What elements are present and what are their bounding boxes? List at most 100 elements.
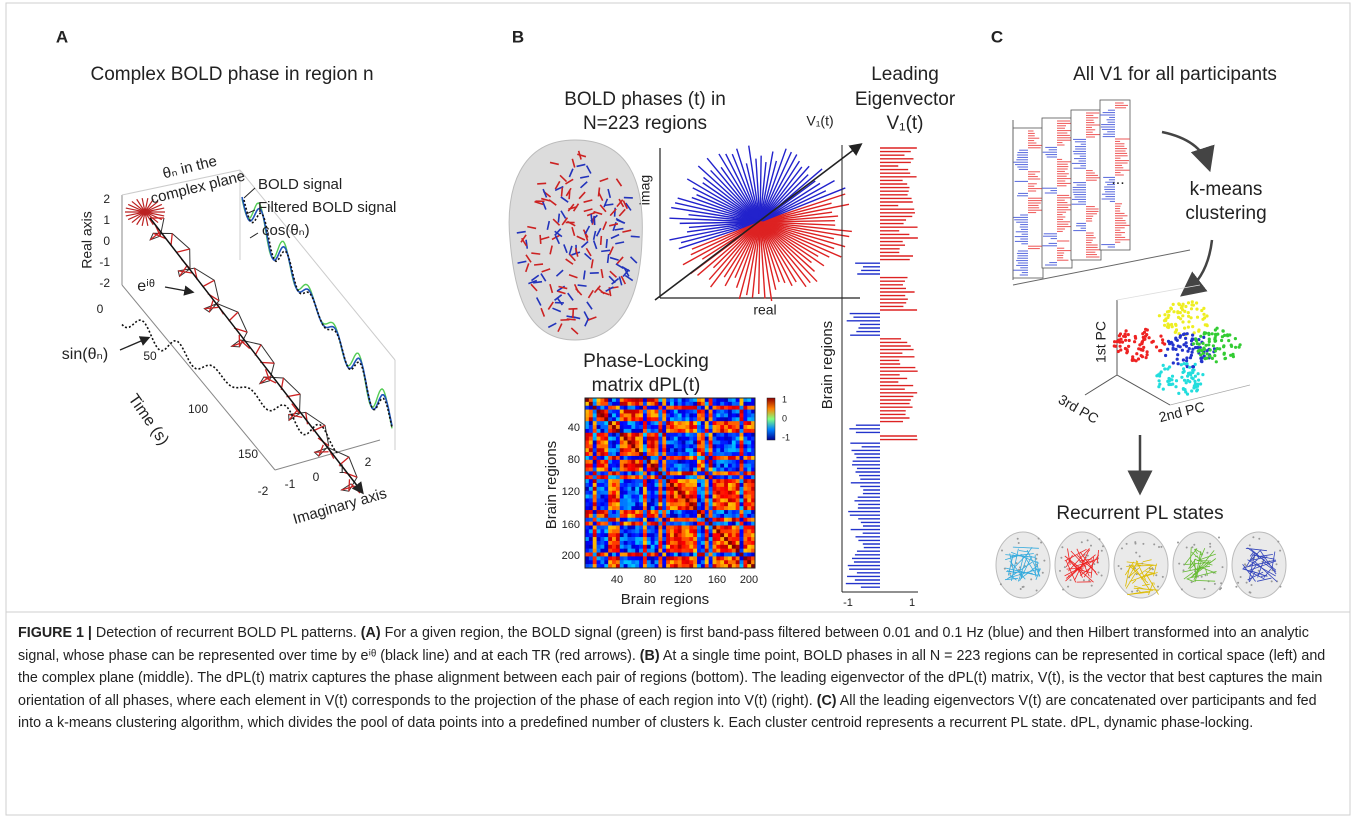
matrix-cell	[620, 506, 624, 510]
matrix-cell	[597, 475, 601, 479]
matrix-cell	[585, 406, 589, 410]
matrix-cell	[689, 433, 693, 437]
matrix-cell	[682, 491, 686, 495]
brain-node	[1098, 572, 1100, 574]
matrix-cell	[743, 433, 747, 437]
matrix-cell	[658, 514, 662, 518]
matrix-cell	[724, 433, 728, 437]
matrix-cell	[728, 471, 732, 475]
matrix-cell	[658, 510, 662, 514]
matrix-cell	[608, 441, 612, 445]
matrix-cell	[732, 502, 736, 506]
matrix-cell	[612, 417, 616, 421]
matrix-cell	[662, 514, 666, 518]
matrix-cell	[701, 483, 705, 487]
cluster-point	[1164, 354, 1167, 357]
matrix-cell	[747, 402, 751, 406]
matrix-cell	[743, 413, 747, 417]
matrix-cell	[585, 471, 589, 475]
matrix-cell	[674, 468, 678, 472]
matrix-cell	[697, 429, 701, 433]
matrix-cell	[655, 464, 659, 468]
matrix-cell	[639, 433, 643, 437]
matrix-cell	[597, 506, 601, 510]
brain-node	[1091, 585, 1093, 587]
matrix-cell	[716, 491, 720, 495]
matrix-cell	[593, 398, 597, 402]
cluster-point	[1125, 329, 1128, 332]
matrix-cell	[678, 464, 682, 468]
matrix-cell	[709, 510, 713, 514]
matrix-cell	[628, 402, 632, 406]
matrix-cell	[697, 479, 701, 483]
matrix-cell	[724, 460, 728, 464]
matrix-cell	[685, 433, 689, 437]
matrix-cell	[743, 545, 747, 549]
matrix-cell	[635, 537, 639, 541]
matrix-cell	[724, 533, 728, 537]
matrix-cell	[689, 541, 693, 545]
matrix-cell	[589, 518, 593, 522]
matrix-cell	[585, 526, 589, 530]
matrix-cell	[747, 413, 751, 417]
cluster-point	[1181, 314, 1184, 317]
matrix-cell	[628, 533, 632, 537]
matrix-cell	[728, 417, 732, 421]
matrix-cell	[670, 510, 674, 514]
matrix-cell	[724, 545, 728, 549]
matrix-cell	[736, 556, 740, 560]
matrix-cell	[620, 406, 624, 410]
matrix-cell	[585, 460, 589, 464]
matrix-cell	[658, 433, 662, 437]
matrix-cell	[747, 545, 751, 549]
matrix-cell	[689, 560, 693, 564]
matrix-cell	[604, 502, 608, 506]
matrix-cell	[724, 456, 728, 460]
matrix-cell	[674, 402, 678, 406]
matrix-cell	[732, 456, 736, 460]
matrix-cell	[736, 541, 740, 545]
matrix-cell	[624, 510, 628, 514]
matrix-cell	[720, 464, 724, 468]
brain-node	[1036, 554, 1038, 556]
brain-surface	[509, 140, 642, 340]
matrix-cell	[597, 479, 601, 483]
matrix-cell	[713, 526, 717, 530]
matrix-cell	[643, 406, 647, 410]
matrix-cell	[740, 545, 744, 549]
matrix-cell	[655, 518, 659, 522]
matrix-cell	[728, 510, 732, 514]
tick-label: 120	[562, 486, 580, 498]
matrix-cell	[682, 452, 686, 456]
matrix-cell	[612, 514, 616, 518]
matrix-cell	[674, 529, 678, 533]
matrix-cell	[647, 460, 651, 464]
matrix-cell	[662, 522, 666, 526]
matrix-cell	[585, 545, 589, 549]
matrix-cell	[585, 502, 589, 506]
matrix-cell	[705, 541, 709, 545]
matrix-cell	[600, 506, 604, 510]
matrix-cell	[674, 522, 678, 526]
matrix-cell	[593, 506, 597, 510]
matrix-cell	[728, 402, 732, 406]
matrix-cell	[597, 502, 601, 506]
matrix-cell	[620, 533, 624, 537]
matrix-cell	[658, 556, 662, 560]
matrix-cell	[612, 421, 616, 425]
matrix-cell	[693, 433, 697, 437]
matrix-cell	[662, 402, 666, 406]
matrix-cell	[736, 460, 740, 464]
matrix-cell	[701, 518, 705, 522]
brain-node	[1036, 590, 1038, 592]
matrix-cell	[724, 487, 728, 491]
matrix-cell	[662, 417, 666, 421]
matrix-cell	[728, 553, 732, 557]
matrix-cell	[585, 522, 589, 526]
matrix-cell	[589, 441, 593, 445]
matrix-cell	[628, 491, 632, 495]
matrix-cell	[732, 475, 736, 479]
matrix-cell	[616, 444, 620, 448]
phase-arrow	[306, 412, 308, 424]
matrix-cell	[597, 545, 601, 549]
